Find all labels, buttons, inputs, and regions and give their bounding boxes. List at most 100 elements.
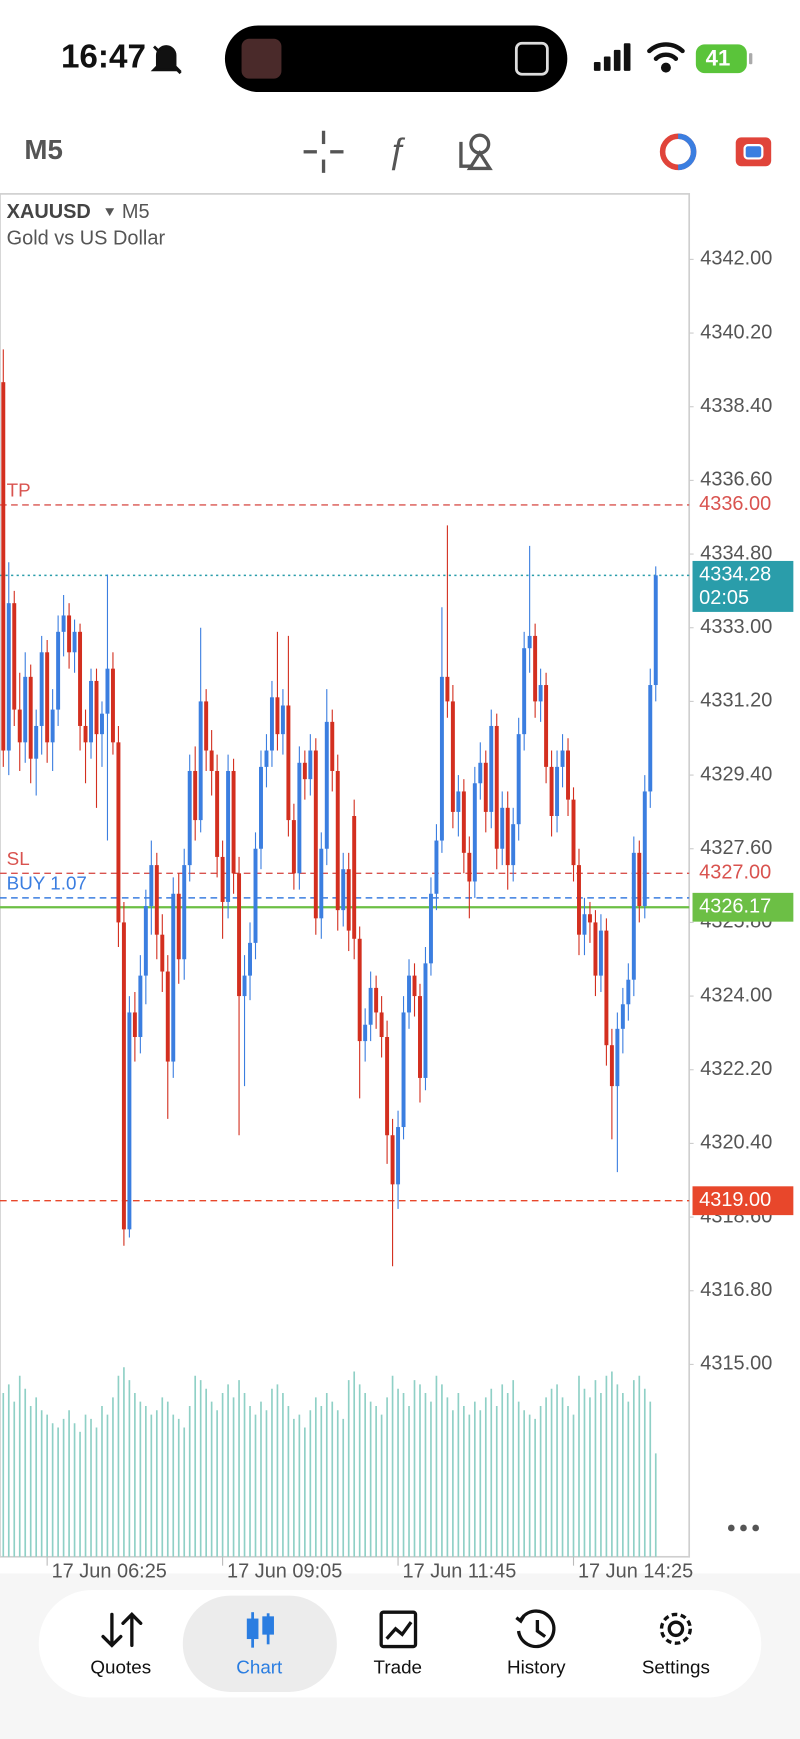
trade-button[interactable] [735, 137, 772, 167]
candle-body [297, 762, 302, 874]
app-thumbnail [241, 38, 282, 79]
candle-body [176, 893, 181, 960]
candle-body [544, 685, 549, 767]
settings-icon [659, 1612, 692, 1645]
candle-body [149, 865, 154, 907]
candle-body [50, 709, 55, 743]
nav-settings[interactable]: Settings [642, 1657, 710, 1678]
candle-body [165, 971, 170, 1062]
candle-body [555, 766, 560, 817]
candle-body [396, 1127, 401, 1185]
y-tick-label: 4324.00 [700, 984, 772, 1006]
candle-body [549, 766, 554, 817]
candle-body [100, 713, 104, 735]
y-tick-label: 4340.20 [700, 321, 772, 343]
symbol-description: Gold vs US Dollar [7, 228, 166, 250]
y-tick-label: 4329.40 [700, 763, 772, 785]
candle-body [291, 820, 296, 874]
price-label-box [692, 1186, 794, 1216]
candle-body [193, 770, 198, 821]
candle-body [28, 676, 33, 759]
candle-body [505, 807, 510, 866]
y-tick-label: 4333.00 [700, 616, 772, 638]
x-tick-label: 17 Jun 06:25 [52, 1561, 167, 1583]
indicators-button[interactable]: ƒ [387, 130, 407, 171]
candle-body [280, 705, 285, 735]
candle-body [368, 987, 373, 1025]
nav-trade[interactable]: Trade [374, 1657, 423, 1678]
candle-body [259, 766, 263, 849]
battery-tip [749, 53, 753, 65]
candle-body [604, 930, 609, 1046]
y-tick-label: 4342.00 [700, 248, 772, 270]
plot: TP SL BUY 1.07 [0, 349, 690, 1557]
candle-body [248, 942, 252, 976]
candle-body [577, 865, 581, 935]
candle-body [582, 914, 587, 935]
nav-quotes[interactable]: Quotes [90, 1657, 151, 1678]
candle-body [445, 676, 450, 702]
candle-body [352, 816, 357, 939]
candle-body [72, 631, 77, 653]
y-tick-label: 4327.60 [700, 837, 772, 859]
candle-body [61, 615, 66, 632]
candle-body [472, 783, 477, 882]
candle-body [428, 893, 433, 964]
price-label: 4334.28 [699, 564, 771, 586]
nav-history[interactable]: History [507, 1657, 566, 1678]
timeframe-button[interactable]: M5 [24, 134, 62, 165]
candle-body [587, 914, 592, 923]
bell-off-icon [150, 45, 182, 75]
more-button[interactable] [727, 1524, 760, 1532]
candle-body [560, 750, 565, 767]
candle-body [626, 979, 631, 1005]
candle-body [138, 975, 143, 1038]
candle-body [642, 791, 647, 907]
candle-body [483, 762, 488, 812]
price-label-box [692, 560, 794, 612]
candle-body [522, 648, 527, 735]
candle-body [423, 963, 428, 1078]
wifi-icon [647, 42, 685, 73]
nav-active-pill [182, 1595, 337, 1692]
candle-body [319, 848, 324, 919]
candle-body [434, 840, 439, 894]
y-tick-label: 4334.80 [700, 542, 772, 564]
candle-body [198, 701, 203, 821]
candle-body [160, 934, 165, 972]
objects-button[interactable] [459, 133, 493, 171]
candle-body [1, 382, 6, 751]
candle-body [401, 1012, 406, 1128]
candle-body [132, 1012, 137, 1038]
candle-body [264, 750, 269, 767]
candle-body [653, 575, 658, 686]
account-button[interactable] [659, 133, 697, 171]
chart-icon [246, 1612, 274, 1648]
price-label: 4336.00 [699, 493, 771, 515]
candle-body [187, 770, 192, 866]
candle-body [154, 865, 159, 935]
candle-body [116, 742, 121, 923]
candle-body [105, 668, 110, 714]
candle-body [511, 824, 516, 866]
candle-body [341, 869, 346, 911]
y-tick-label: 4316.80 [700, 1279, 772, 1301]
candle-body [286, 705, 291, 821]
quotes-icon [101, 1612, 143, 1648]
candle-body [609, 1045, 614, 1087]
symbol[interactable]: XAUUSD [7, 201, 91, 223]
candle-body [648, 685, 653, 792]
nav-chart[interactable]: Chart [236, 1657, 283, 1678]
nav-bar [38, 1590, 762, 1698]
candle-body [631, 852, 636, 980]
level-name: SL [7, 848, 30, 869]
candle-body [12, 603, 17, 710]
candle-body [78, 631, 83, 726]
candle-body [313, 750, 318, 919]
candle-body [330, 721, 335, 771]
candle-body [456, 791, 461, 812]
crosshair-button[interactable] [303, 130, 344, 173]
y-tick-label: 4322.20 [700, 1058, 772, 1080]
candle-body [275, 697, 280, 735]
